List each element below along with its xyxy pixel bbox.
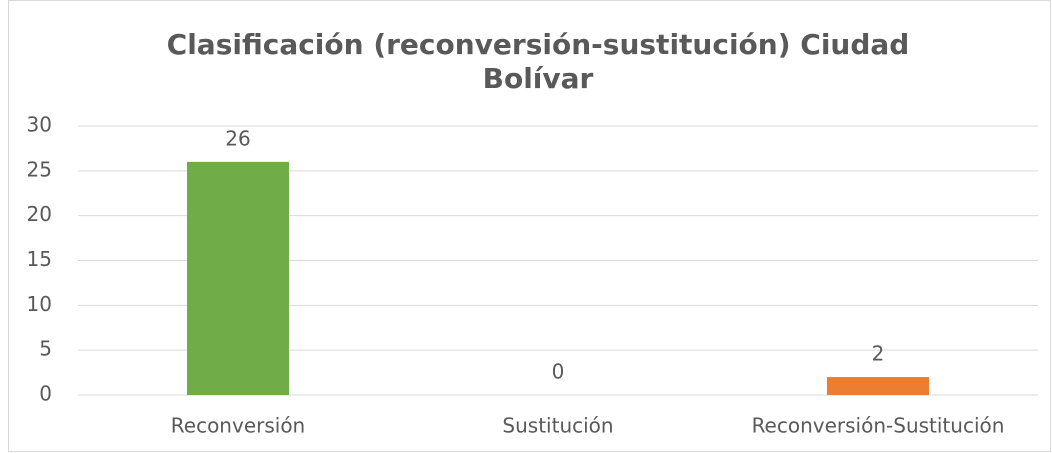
bar <box>187 161 289 395</box>
y-tick-label: 20 <box>27 202 52 226</box>
y-tick-label: 5 <box>39 337 52 361</box>
y-tick-label: 15 <box>27 247 52 271</box>
y-tick-label: 30 <box>27 113 52 137</box>
data-label: 0 <box>552 360 565 384</box>
x-tick-label: Reconversión-Sustitución <box>752 414 1005 438</box>
data-label: 2 <box>872 342 885 366</box>
data-label: 26 <box>225 126 250 150</box>
x-tick-label: Reconversión <box>171 414 305 438</box>
bar <box>827 377 929 395</box>
y-tick-label: 0 <box>39 382 52 406</box>
y-tick-label: 25 <box>27 157 52 181</box>
chart-border <box>8 0 1051 452</box>
y-tick-label: 10 <box>27 292 52 316</box>
chart-title: Clasificación (reconversión-sustitución)… <box>166 28 910 95</box>
x-tick-label: Sustitución <box>502 414 613 438</box>
